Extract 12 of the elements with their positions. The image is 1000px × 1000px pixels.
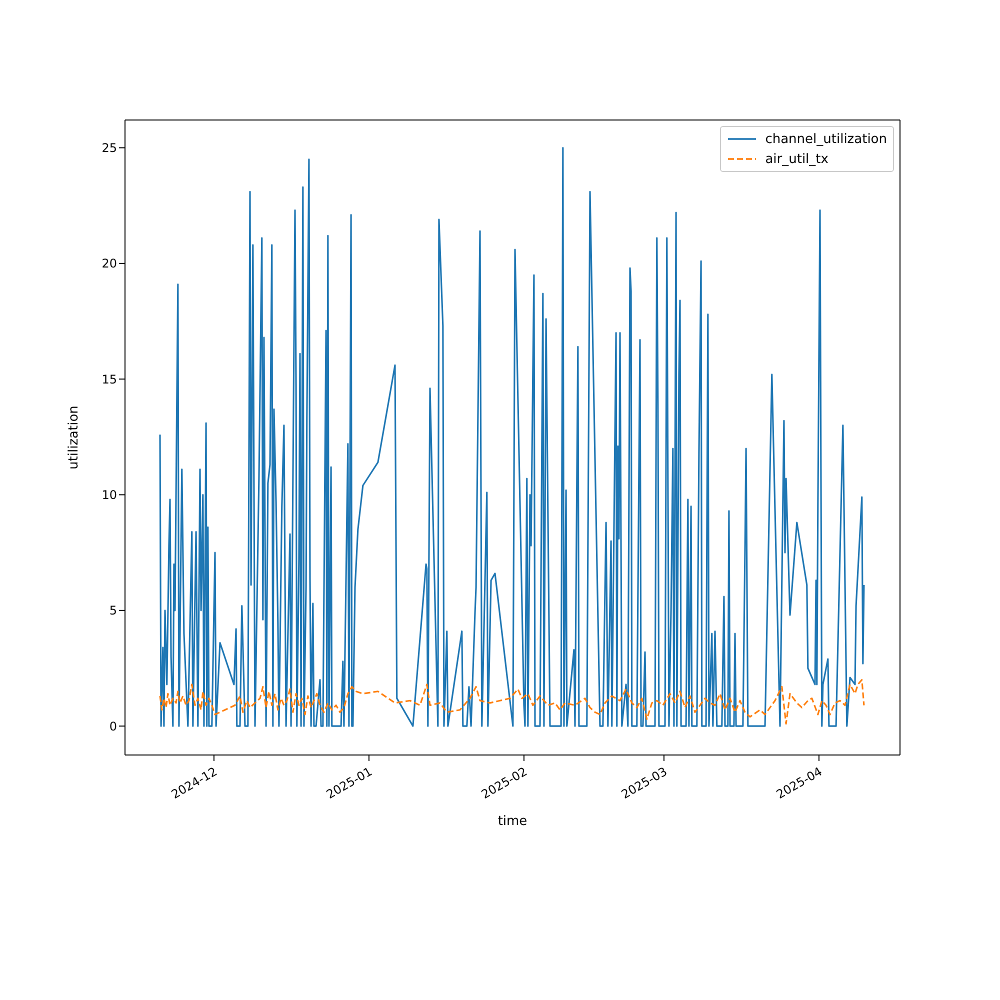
y-tick-label: 0	[109, 719, 117, 734]
legend-label: air_util_tx	[765, 152, 828, 166]
y-axis-title: utilization	[66, 406, 82, 470]
line-series	[159, 679, 865, 725]
y-tick-label: 5	[109, 604, 117, 618]
x-axis-title: time	[498, 814, 528, 829]
y-tick-label: 25	[102, 141, 117, 156]
y-tick-label: 15	[102, 372, 117, 386]
legend-label: channel_utilization	[765, 132, 887, 146]
line-series	[159, 146, 865, 727]
y-tick-label: 20	[102, 256, 117, 271]
y-tick-label: 10	[102, 488, 117, 502]
